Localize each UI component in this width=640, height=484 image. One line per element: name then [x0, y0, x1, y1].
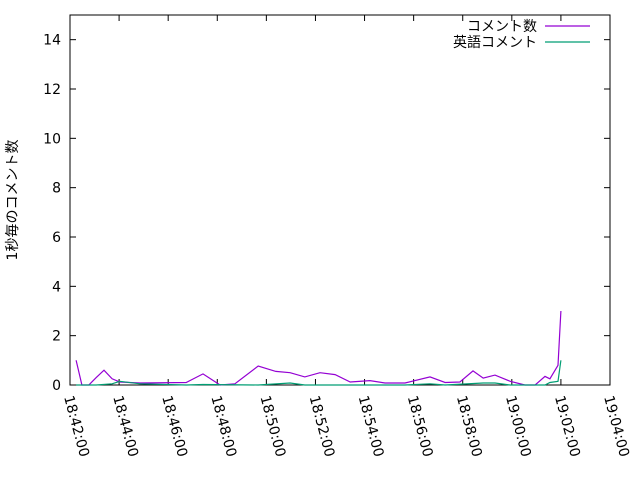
series-line-1	[76, 360, 562, 386]
plot-border	[69, 14, 611, 386]
x-tick-label: 18:52:00	[306, 394, 338, 459]
y-axis-label: 1秒毎のコメント数	[5, 140, 21, 261]
y-tick-label: 2	[52, 329, 61, 345]
x-tick-label: 18:56:00	[404, 394, 436, 459]
y-tick-label: 12	[43, 82, 61, 98]
x-tick-label: 18:58:00	[453, 394, 485, 459]
legend-label: 英語コメント	[453, 34, 537, 51]
x-tick-label: 18:50:00	[256, 394, 288, 459]
x-tick-label: 18:44:00	[109, 394, 141, 459]
x-tick-label: 18:48:00	[207, 394, 239, 459]
y-tick-label: 10	[43, 131, 61, 147]
x-tick-label: 19:02:00	[551, 394, 583, 459]
x-tick-label: 19:00:00	[502, 394, 534, 459]
y-tick-label: 6	[52, 230, 61, 246]
y-tick-label: 0	[52, 378, 61, 394]
x-tick-label: 19:04:00	[600, 394, 632, 459]
y-tick-label: 4	[52, 279, 61, 295]
x-tick-label: 18:54:00	[355, 394, 387, 459]
y-tick-label: 14	[43, 33, 61, 49]
x-tick-label: 18:42:00	[60, 394, 92, 459]
x-tick-label: 18:46:00	[158, 394, 190, 459]
y-tick-label: 8	[52, 181, 61, 197]
series-line-0	[75, 310, 562, 386]
legend-label: コメント数	[467, 19, 537, 35]
